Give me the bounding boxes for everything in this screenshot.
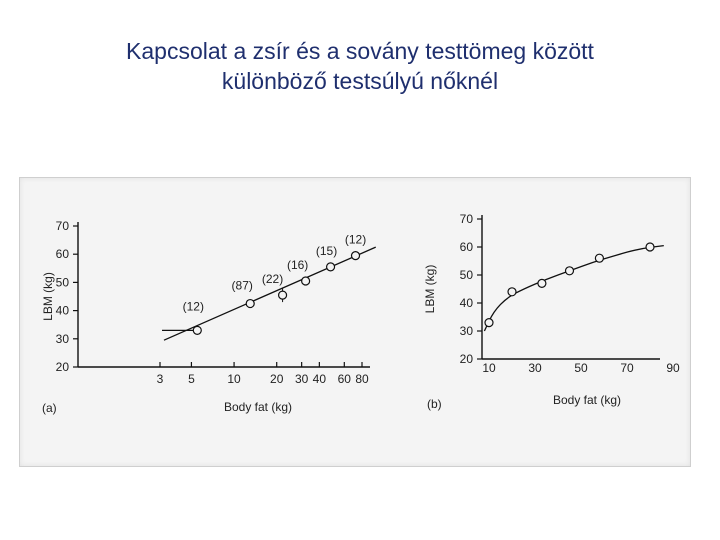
- panel-b-y-tick-label: 50: [460, 268, 474, 282]
- panel-a-y-tick-label: 40: [56, 304, 70, 318]
- panel-a-fit-line: [163, 246, 376, 341]
- panel-b-y-tick-label: 40: [460, 296, 474, 310]
- panel-b-y-tick-label: 20: [460, 352, 474, 366]
- panel-a-x-tick-label: 5: [188, 372, 195, 386]
- panel-a-y-tick-label: 20: [56, 360, 70, 374]
- panel-b-x-tick-label: 90: [666, 361, 680, 375]
- panel-a-data-point: [277, 290, 288, 300]
- panel-a-data-point: [245, 298, 255, 309]
- panel-b-data-point: [507, 287, 517, 297]
- panel-a-data-point: [325, 262, 336, 272]
- panel-a-point-label: (87): [232, 279, 253, 293]
- panel-a-data-point: [192, 325, 202, 335]
- slide-title: Kapcsolat a zsír és a sovány testtömeg k…: [0, 36, 720, 96]
- panel-a-x-axis-title: Body fat (kg): [224, 400, 292, 414]
- panel-a-x-tick-label: 30: [295, 372, 309, 386]
- panel-b-data-point: [564, 266, 575, 276]
- panel-a-point-label: (16): [287, 258, 308, 272]
- panel-a-point-label: (22): [262, 272, 283, 286]
- slide-title-line-1: Kapcsolat a zsír és a sovány testtömeg k…: [126, 38, 594, 64]
- panel-b-data-point: [645, 242, 655, 252]
- panel-a-x-tick-label: 3: [157, 372, 164, 386]
- panel-a-y-axis-title: LBM (kg): [41, 272, 55, 321]
- panel-b-y-tick-label: 30: [460, 324, 474, 338]
- figure-panel: 20 30 40 50 60 70 3 5 10 20 30 40 60 80 LBM (kg) Body f…: [19, 177, 691, 467]
- panel-a-x-tick-label: 80: [355, 372, 369, 386]
- panel-b-y-tick-label: 60: [460, 240, 474, 254]
- panel-b-data-point: [484, 318, 494, 328]
- panel-b-x-tick-label: 30: [528, 361, 542, 375]
- panel-b-data-point: [537, 278, 547, 289]
- panel-b-x-axis-title: Body fat (kg): [553, 393, 621, 407]
- panel-a-y-tick-label: 60: [56, 247, 70, 261]
- panel-b-x-tick-label: 70: [620, 361, 634, 375]
- panel-a-point-label: (15): [316, 244, 337, 258]
- panel-b: 20 30 40 50 60 70 10 30 50 70 90 LBM (kg) Body fat (…: [423, 212, 680, 411]
- panel-b-label: (b): [427, 397, 442, 411]
- panel-b-x-tick-label: 50: [574, 361, 588, 375]
- panel-a-x-tick-label: 10: [227, 372, 241, 386]
- panel-a-point-label: (12): [183, 299, 204, 313]
- panel-a-y-tick-label: 50: [56, 275, 70, 289]
- panel-a-x-tick-label: 20: [270, 372, 284, 386]
- panel-b-data-point: [594, 253, 605, 263]
- slide-title-line-2: különböző testsúlyú nőknél: [221, 68, 499, 94]
- panel-a-y-tick-label: 30: [56, 332, 70, 346]
- panel-a-data-point: [301, 276, 311, 286]
- panel-b-fit-curve: [483, 244, 664, 332]
- panel-a-point-label: (12): [345, 233, 366, 247]
- panel-a-label: (a): [42, 401, 57, 415]
- panel-a-x-tick-label: 60: [338, 372, 352, 386]
- panel-a-data-point: [350, 251, 361, 261]
- panel-b-x-tick-label: 10: [482, 361, 496, 375]
- panel-a-y-tick-label: 70: [56, 219, 70, 233]
- panel-b-y-tick-label: 70: [460, 212, 474, 226]
- panel-a-x-tick-label: 40: [313, 372, 327, 386]
- panel-b-y-axis-title: LBM (kg): [423, 265, 437, 314]
